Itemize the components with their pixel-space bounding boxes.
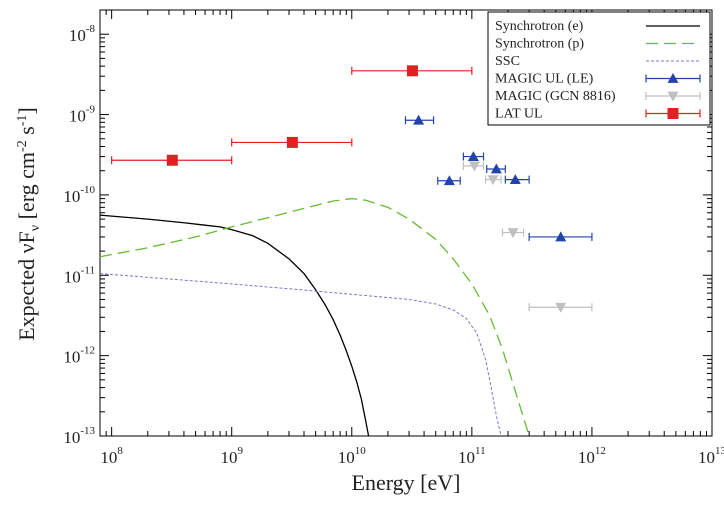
x-tick-label-exp: 9 [237,445,243,457]
y-tick-label-exp: -8 [86,23,96,35]
y-axis-title-unit-c: ] [14,107,39,114]
legend-label: LAT UL [495,107,543,122]
y-tick-label-exp: -10 [80,184,95,196]
y-tick-label-exp: -13 [80,425,95,437]
x-tick-label: 1013 [698,445,724,467]
legend-label: MAGIC UL (LE) [495,72,594,87]
curve-synchrotron-e [100,214,370,436]
x-tick-label-base: 10 [100,448,117,467]
x-tick-label-base: 10 [458,448,475,467]
legend-label: Synchrotron (p) [495,37,584,52]
y-tick-label-base: 10 [64,267,81,286]
y-tick-label: 10-11 [64,264,95,286]
curve-ssc [100,273,502,436]
x-tick-label-base: 10 [698,448,715,467]
y-axis-title-sup-a: -2 [15,140,30,152]
data-point [490,163,502,174]
y-axis-title-prefix: Expected [14,253,39,340]
x-tick-label: 109 [220,445,243,467]
data-point [413,114,425,125]
data-point [406,65,418,77]
x-tick-label: 1012 [578,445,606,467]
x-tick-label-exp: 10 [355,445,367,457]
data-point [487,175,499,186]
x-tick-label-base: 10 [338,448,355,467]
data-point [468,161,480,172]
y-tick-label-exp: -9 [86,104,96,116]
x-tick-label-base: 10 [220,448,237,467]
y-axis-title-sup-b: -1 [15,115,30,127]
data-point [286,136,298,148]
series-magic-gcn-8816 [462,161,593,313]
legend-label: Synchrotron (e) [495,19,584,34]
y-tick-label-base: 10 [63,187,80,206]
data-point [509,174,521,185]
x-axis-title: Energy [eV] [352,470,461,495]
y-axis-title-sub: ν [28,225,43,231]
y-tick-label: 10-13 [63,425,95,447]
y-tick-label-base: 10 [63,348,80,367]
legend: Synchrotron (e) Synchrotron (p) SSC MAGIC U… [487,11,711,126]
series-lat-ul [111,65,473,166]
y-tick-label: 10-9 [69,104,96,126]
y-tick-label-exp: -11 [81,264,95,276]
y-tick-label: 10-12 [63,345,95,367]
data-point [443,175,455,186]
y-tick-label-base: 10 [69,107,86,126]
y-axis-title-F: F [14,231,39,243]
y-axis-title: Expected νFν [erg cm-2 s-1] [14,107,43,341]
model-curves [100,197,530,436]
y-tick-label: 10-8 [69,23,96,45]
legend-label: SSC [495,54,520,69]
curve-synchrotron-p [100,197,530,436]
x-tick-label: 1011 [458,445,486,467]
y-axis-title-nu: ν [14,243,39,253]
data-point [507,228,519,239]
y-tick-label: 10-10 [63,184,95,206]
x-tick-label-exp: 13 [715,445,724,457]
x-tick-label-exp: 8 [117,445,123,457]
x-tick-label-base: 10 [578,448,595,467]
data-point [166,154,178,166]
legend-swatch-marker [667,73,679,83]
legend-swatch-marker [667,108,679,119]
y-axis-title-unit-b: s [14,126,39,140]
y-tick-label-base: 10 [63,428,80,447]
x-tick-label-exp: 11 [475,445,486,457]
x-tick-label-exp: 12 [595,445,606,457]
legend-frame [487,11,711,126]
data-point [467,151,479,161]
legend-swatch-marker [667,91,679,102]
data-markers [111,65,593,313]
x-tick-label: 1010 [338,445,367,467]
data-point [555,231,567,242]
x-tick-label: 108 [100,445,123,467]
tick-labels: 108 109 1010 1011 1012 101310-1310-1210-1110-… [63,23,724,467]
y-axis-title-unit-a: [erg cm [14,152,39,225]
series-magic-ul-le [404,114,593,242]
y-tick-label-base: 10 [69,26,86,45]
data-point [555,302,567,313]
y-tick-label-exp: -12 [80,345,95,357]
legend-label: MAGIC (GCN 8816) [495,89,616,104]
